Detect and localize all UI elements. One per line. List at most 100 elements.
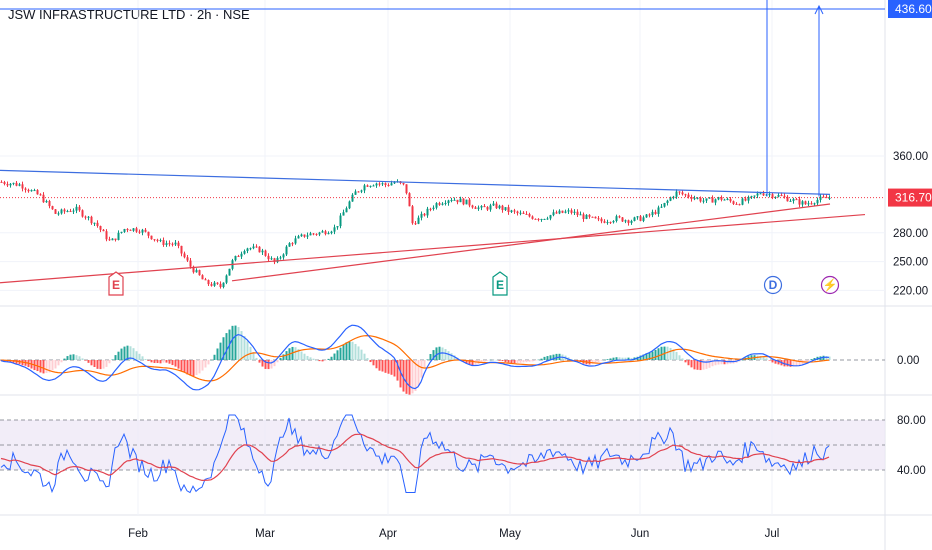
event-markers[interactable]: E E D ⚡ (108, 271, 840, 296)
macd-histogram-bar (534, 360, 537, 361)
macd-histogram-bar (102, 360, 105, 369)
macd-histogram-bar (630, 358, 633, 360)
dividend-badge[interactable] (763, 275, 783, 295)
macd-histogram-bar (144, 359, 147, 360)
candle (534, 218, 537, 220)
candle (426, 206, 429, 218)
candle-body (618, 216, 621, 218)
event-label: D (769, 278, 778, 292)
candle (822, 194, 825, 198)
split-badge[interactable] (820, 275, 840, 295)
candle (372, 184, 375, 187)
candle-body (474, 207, 477, 209)
macd-histogram-bar (108, 360, 111, 364)
macd-histogram-bar (213, 354, 216, 360)
candle-body (174, 242, 177, 245)
macd-histogram-bar (597, 360, 600, 363)
candle-body (93, 222, 96, 224)
candle (210, 281, 213, 287)
macd-histogram-bar (657, 348, 660, 360)
candle (525, 211, 528, 215)
candle-body (570, 210, 573, 213)
macd-histogram-bar (51, 360, 54, 371)
candle (708, 197, 711, 199)
candle-body (705, 198, 708, 201)
macd-histogram-bar (294, 347, 297, 360)
trendlines[interactable] (0, 0, 885, 284)
candle (126, 228, 129, 233)
candle (132, 228, 135, 232)
candle-body (423, 213, 426, 216)
candle-body (291, 243, 294, 245)
candle (720, 195, 723, 202)
candle (69, 208, 72, 213)
candle-body (27, 189, 30, 192)
candle (279, 255, 282, 260)
macd-histogram-bar (354, 343, 357, 360)
candle-body (240, 253, 243, 257)
candle (705, 198, 708, 204)
macd-histogram-bar (741, 359, 744, 361)
candle-body (669, 197, 672, 201)
macd-histogram-bar (324, 360, 327, 361)
candle-body (507, 207, 510, 212)
candle-body (540, 219, 543, 221)
macd-histogram-bar (798, 360, 801, 366)
candle (717, 196, 720, 201)
macd-histogram-bar (348, 341, 351, 360)
candle (447, 199, 450, 206)
candle-body (90, 216, 93, 224)
macd-histogram-bar (276, 360, 279, 363)
earnings-badge[interactable] (108, 271, 124, 296)
event-marker-dividend[interactable]: D (763, 275, 783, 295)
candle-body (552, 212, 555, 216)
candle-body (462, 198, 465, 205)
candle (303, 234, 306, 238)
macd-histogram-bar (492, 359, 495, 361)
candle-body (360, 190, 363, 192)
trendline-resistance[interactable] (0, 169, 831, 195)
last-price-badge[interactable]: 316.70 (888, 188, 932, 207)
macd-histogram-bar (423, 360, 426, 368)
candle-body (501, 205, 504, 211)
candle (669, 196, 672, 202)
candle (63, 208, 66, 214)
candle (474, 205, 477, 209)
target-price-badge[interactable]: 436.60 (888, 0, 932, 18)
candle (174, 240, 177, 246)
price-axis[interactable]: 360.00 280.00 250.00 220.00 316.70 436.60 0.00… (888, 0, 932, 477)
candle-body (807, 203, 810, 205)
earnings-badge[interactable] (492, 271, 508, 296)
candle-body (282, 254, 285, 258)
candle (21, 181, 24, 192)
candle-body (696, 197, 699, 199)
candle-body (489, 205, 492, 210)
candle-body (99, 226, 102, 230)
candle (711, 195, 714, 203)
candle-body (204, 279, 207, 281)
macd-histogram-bar (69, 354, 72, 360)
candle (309, 231, 312, 236)
event-marker-split[interactable]: ⚡ (820, 275, 840, 295)
candle (123, 228, 126, 233)
projection-arrowhead[interactable] (814, 4, 824, 15)
candle-body (354, 191, 357, 195)
event-marker-earnings[interactable]: E (108, 271, 124, 296)
trendline-long-support[interactable] (0, 213, 866, 284)
event-marker-earnings[interactable]: E (492, 271, 508, 296)
macd-histogram-bar (450, 353, 453, 360)
macd-histogram-bar (519, 360, 522, 363)
macd-histogram-bar (720, 360, 723, 365)
trendline-short-support[interactable] (231, 203, 831, 282)
candle (774, 196, 777, 199)
candle (579, 211, 582, 216)
candle-body (687, 194, 690, 198)
candle (150, 235, 153, 240)
candle-body (450, 199, 453, 201)
candle-body (762, 193, 765, 196)
macd-histogram-bar (825, 356, 828, 360)
time-axis[interactable]: Feb Mar Apr May Jun Jul (128, 528, 779, 540)
candle (702, 197, 705, 204)
candle-body (300, 234, 303, 237)
